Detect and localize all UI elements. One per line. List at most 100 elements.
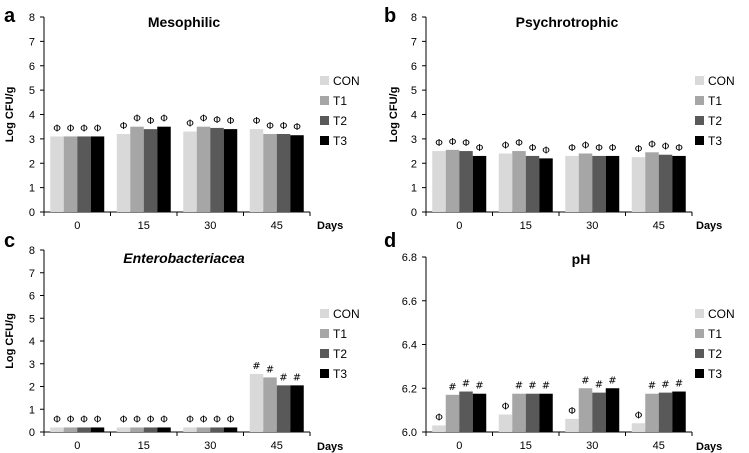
bar [157, 427, 171, 432]
legend-entry: T3 [708, 367, 722, 381]
legend-swatch [320, 349, 329, 358]
legend-entry: T1 [708, 327, 722, 341]
significance-mark: # [675, 379, 683, 390]
bar [672, 155, 686, 212]
legend-swatch [320, 309, 329, 318]
significance-mark: Φ [160, 114, 168, 125]
bar [631, 157, 646, 212]
chart-panel-d: d pH 6.0 6.2 6.4 6.6 6.8 0 Φ # # #15 Φ # # #30 Φ # # #45 Φ # #… [384, 230, 735, 453]
significance-mark: Φ [120, 414, 128, 425]
legend-entry: T2 [333, 114, 347, 128]
bar [445, 394, 460, 432]
y-tick-label: 1 [29, 183, 35, 195]
x-tick-label: 15 [520, 220, 532, 232]
y-tick-label: 1 [411, 183, 417, 195]
x-tick-label: 30 [586, 440, 598, 452]
y-tick-label: 7 [29, 268, 35, 280]
bar [77, 427, 91, 432]
y-tick-label: 7 [29, 36, 35, 48]
significance-mark: # [542, 381, 550, 392]
bar [658, 154, 673, 212]
panel-letter: b [384, 5, 396, 27]
significance-mark: # [648, 381, 656, 392]
x-axis-label: Days [696, 220, 722, 232]
bar [565, 418, 579, 432]
y-tick-label: 5 [411, 85, 417, 97]
legend-swatch [320, 76, 329, 85]
y-tick-label: 5 [29, 313, 35, 325]
legend-entry: T2 [333, 347, 347, 361]
bar [183, 427, 197, 432]
significance-mark: # [462, 379, 470, 390]
chart-title: pH [572, 251, 591, 267]
bar [498, 414, 513, 432]
significance-mark: Φ [435, 138, 443, 149]
significance-mark: # [515, 381, 523, 392]
significance-mark: # [528, 381, 536, 392]
bar [512, 393, 526, 432]
significance-mark: Φ [582, 141, 590, 152]
bar [130, 126, 144, 212]
bar [77, 136, 91, 212]
legend-swatch [695, 96, 704, 105]
panel-letter: c [4, 230, 15, 252]
significance-mark: # [581, 375, 589, 386]
bar [445, 149, 460, 212]
bar [539, 158, 553, 212]
x-axis-label: Days [317, 220, 343, 232]
significance-mark: Φ [160, 414, 168, 425]
bar [210, 127, 224, 212]
bar [249, 129, 264, 212]
significance-mark: Φ [280, 121, 288, 132]
y-tick-label: 3 [411, 134, 417, 146]
legend-entry: T1 [708, 94, 722, 108]
legend-entry: CON [333, 307, 360, 321]
significance-mark: Φ [542, 145, 550, 156]
significance-mark: Φ [186, 119, 194, 130]
y-tick-label: 0 [411, 207, 417, 219]
significance-mark: # [608, 375, 616, 386]
legend-entry: T3 [333, 134, 347, 148]
significance-mark: Φ [133, 114, 141, 125]
legend-swatch [695, 369, 704, 378]
x-tick-label: 45 [653, 440, 665, 452]
y-tick-label: 1 [29, 404, 35, 416]
bar [183, 131, 197, 212]
legend-swatch [320, 369, 329, 378]
y-tick-label: 6 [411, 61, 417, 73]
significance-mark: # [475, 381, 483, 392]
significance-mark: Φ [94, 414, 102, 425]
significance-mark: Φ [253, 116, 261, 127]
bar [498, 153, 513, 212]
legend-swatch [695, 116, 704, 125]
y-tick-label: 0 [29, 427, 35, 439]
significance-mark: Φ [435, 412, 443, 423]
x-axis-label: Days [317, 441, 343, 453]
legend-entry: T2 [708, 114, 722, 128]
y-tick-label: 3 [29, 134, 35, 146]
y-tick-label: 4 [29, 110, 35, 122]
y-axis-label: Log CFU/g [388, 87, 400, 143]
significance-mark: Φ [635, 144, 643, 155]
bar [432, 151, 446, 212]
bar [263, 377, 277, 432]
legend-swatch [695, 76, 704, 85]
y-tick-label: 6.2 [402, 383, 417, 395]
significance-mark: Φ [200, 414, 208, 425]
x-tick-label: 45 [271, 440, 283, 452]
x-axis-label: Days [696, 441, 722, 453]
significance-mark: # [448, 382, 456, 393]
bar [645, 152, 659, 212]
y-axis-label: Log CFU/g [4, 313, 16, 369]
bar [525, 155, 540, 212]
significance-mark: Φ [266, 121, 274, 132]
bar [605, 155, 620, 212]
y-tick-label: 2 [29, 382, 35, 394]
legend-entry: CON [333, 74, 360, 88]
significance-mark: Φ [227, 414, 235, 425]
significance-mark: Φ [67, 414, 75, 425]
legend-swatch [320, 96, 329, 105]
y-tick-label: 0 [29, 207, 35, 219]
